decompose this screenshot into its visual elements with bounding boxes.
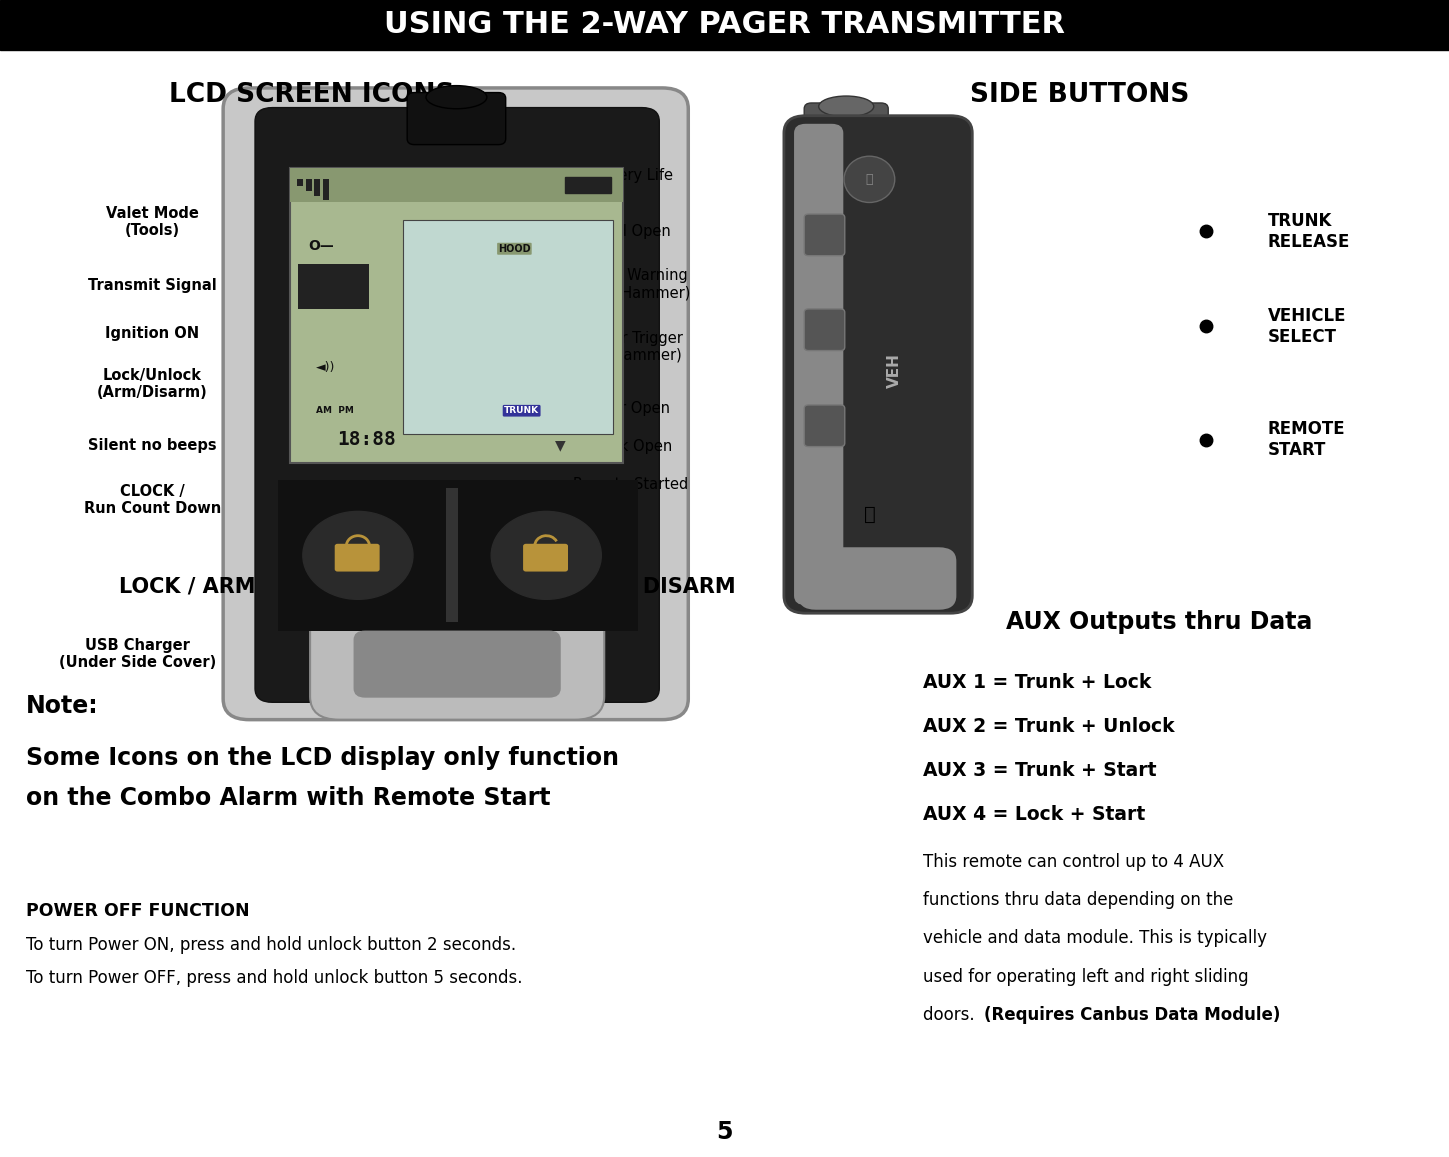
Text: Sensor Trigger
(Big Hammer): Sensor Trigger (Big Hammer) <box>577 331 684 363</box>
FancyBboxPatch shape <box>306 179 312 191</box>
FancyBboxPatch shape <box>804 214 845 256</box>
FancyBboxPatch shape <box>565 177 611 193</box>
Text: functions thru data depending on the: functions thru data depending on the <box>923 891 1233 909</box>
Text: To turn Power OFF, press and hold unlock button 5 seconds.: To turn Power OFF, press and hold unlock… <box>26 968 523 987</box>
FancyBboxPatch shape <box>446 488 458 622</box>
FancyBboxPatch shape <box>298 264 369 309</box>
Circle shape <box>303 511 413 599</box>
FancyBboxPatch shape <box>323 179 329 200</box>
Text: USING THE 2-WAY PAGER TRANSMITTER: USING THE 2-WAY PAGER TRANSMITTER <box>384 10 1065 39</box>
Text: doors.: doors. <box>923 1005 980 1024</box>
Text: Valet Mode
(Tools): Valet Mode (Tools) <box>106 206 199 238</box>
Text: used for operating left and right sliding: used for operating left and right slidin… <box>923 967 1249 986</box>
Text: AUX 1 = Trunk + Lock: AUX 1 = Trunk + Lock <box>923 673 1152 692</box>
Text: VEH: VEH <box>887 353 901 388</box>
Text: 18:88: 18:88 <box>338 430 397 449</box>
FancyBboxPatch shape <box>335 544 380 572</box>
Text: VEHICLE
SELECT: VEHICLE SELECT <box>1268 307 1346 346</box>
FancyBboxPatch shape <box>255 108 659 702</box>
FancyBboxPatch shape <box>310 604 604 720</box>
FancyBboxPatch shape <box>314 179 320 196</box>
Text: 📷: 📷 <box>865 172 874 186</box>
Text: (Requires Canbus Data Module): (Requires Canbus Data Module) <box>984 1005 1281 1024</box>
Text: Lock/Unlock
(Arm/Disarm): Lock/Unlock (Arm/Disarm) <box>97 368 207 400</box>
Text: ▼: ▼ <box>555 439 567 452</box>
Text: AUX 3 = Trunk + Start: AUX 3 = Trunk + Start <box>923 761 1156 780</box>
FancyBboxPatch shape <box>354 631 561 698</box>
Text: Trunk Open: Trunk Open <box>588 440 672 454</box>
Text: 5: 5 <box>716 1120 733 1143</box>
Text: Note:: Note: <box>26 694 99 717</box>
Text: Battery Life: Battery Life <box>588 169 672 183</box>
Text: TRUNK
RELEASE: TRUNK RELEASE <box>1268 212 1350 251</box>
Ellipse shape <box>819 96 874 117</box>
Ellipse shape <box>426 86 487 109</box>
Ellipse shape <box>843 156 894 202</box>
FancyBboxPatch shape <box>523 544 568 572</box>
FancyBboxPatch shape <box>804 103 888 149</box>
Text: vehicle and data module. This is typically: vehicle and data module. This is typical… <box>923 929 1266 948</box>
FancyBboxPatch shape <box>794 124 843 605</box>
FancyBboxPatch shape <box>278 480 638 631</box>
Text: SIDE BUTTONS: SIDE BUTTONS <box>969 82 1190 108</box>
Circle shape <box>491 511 601 599</box>
Text: Ignition ON: Ignition ON <box>106 326 199 340</box>
Text: on the Combo Alarm with Remote Start: on the Combo Alarm with Remote Start <box>26 787 551 810</box>
Text: UNLOCK / DISARM: UNLOCK / DISARM <box>525 576 736 597</box>
Text: Transmit Signal: Transmit Signal <box>88 279 216 293</box>
Text: Hood Open: Hood Open <box>590 224 671 238</box>
Text: LCD SCREEN ICONS: LCD SCREEN ICONS <box>168 82 455 108</box>
Text: Some Icons on the LCD display only function: Some Icons on the LCD display only funct… <box>26 746 619 769</box>
Text: TRUNK: TRUNK <box>504 406 539 415</box>
Text: AUX Outputs thru Data: AUX Outputs thru Data <box>1006 611 1313 634</box>
Text: 🔑: 🔑 <box>864 506 875 524</box>
Text: Door Open: Door Open <box>591 401 669 415</box>
FancyBboxPatch shape <box>0 0 1449 50</box>
Text: POWER OFF FUNCTION: POWER OFF FUNCTION <box>26 901 249 920</box>
FancyBboxPatch shape <box>407 93 506 145</box>
Text: To turn Power ON, press and hold unlock button 2 seconds.: To turn Power ON, press and hold unlock … <box>26 936 516 955</box>
Text: Sensor Warning
(Small Hammer): Sensor Warning (Small Hammer) <box>569 268 691 301</box>
Text: Remote Started: Remote Started <box>572 478 688 492</box>
Text: ◄)): ◄)) <box>316 361 335 375</box>
Text: Silent no beeps: Silent no beeps <box>88 439 216 452</box>
Text: HOOD: HOOD <box>498 244 530 253</box>
Text: This remote can control up to 4 AUX: This remote can control up to 4 AUX <box>923 853 1224 871</box>
FancyBboxPatch shape <box>798 547 956 610</box>
FancyBboxPatch shape <box>804 405 845 447</box>
FancyBboxPatch shape <box>784 116 972 613</box>
Text: AUX 2 = Trunk + Unlock: AUX 2 = Trunk + Unlock <box>923 717 1175 736</box>
Text: O—: O— <box>309 239 335 253</box>
Text: AUX 4 = Lock + Start: AUX 4 = Lock + Start <box>923 805 1145 824</box>
FancyBboxPatch shape <box>403 220 613 434</box>
FancyBboxPatch shape <box>290 168 623 202</box>
Text: USB Charger
(Under Side Cover): USB Charger (Under Side Cover) <box>59 638 216 670</box>
FancyBboxPatch shape <box>297 179 303 186</box>
Text: REMOTE
START: REMOTE START <box>1268 420 1346 459</box>
Text: LOCK / ARM: LOCK / ARM <box>119 576 255 597</box>
Text: AM  PM: AM PM <box>316 406 354 415</box>
FancyBboxPatch shape <box>223 88 688 720</box>
FancyBboxPatch shape <box>804 309 845 351</box>
Text: CLOCK /
Run Count Down: CLOCK / Run Count Down <box>84 484 220 516</box>
FancyBboxPatch shape <box>290 168 623 463</box>
